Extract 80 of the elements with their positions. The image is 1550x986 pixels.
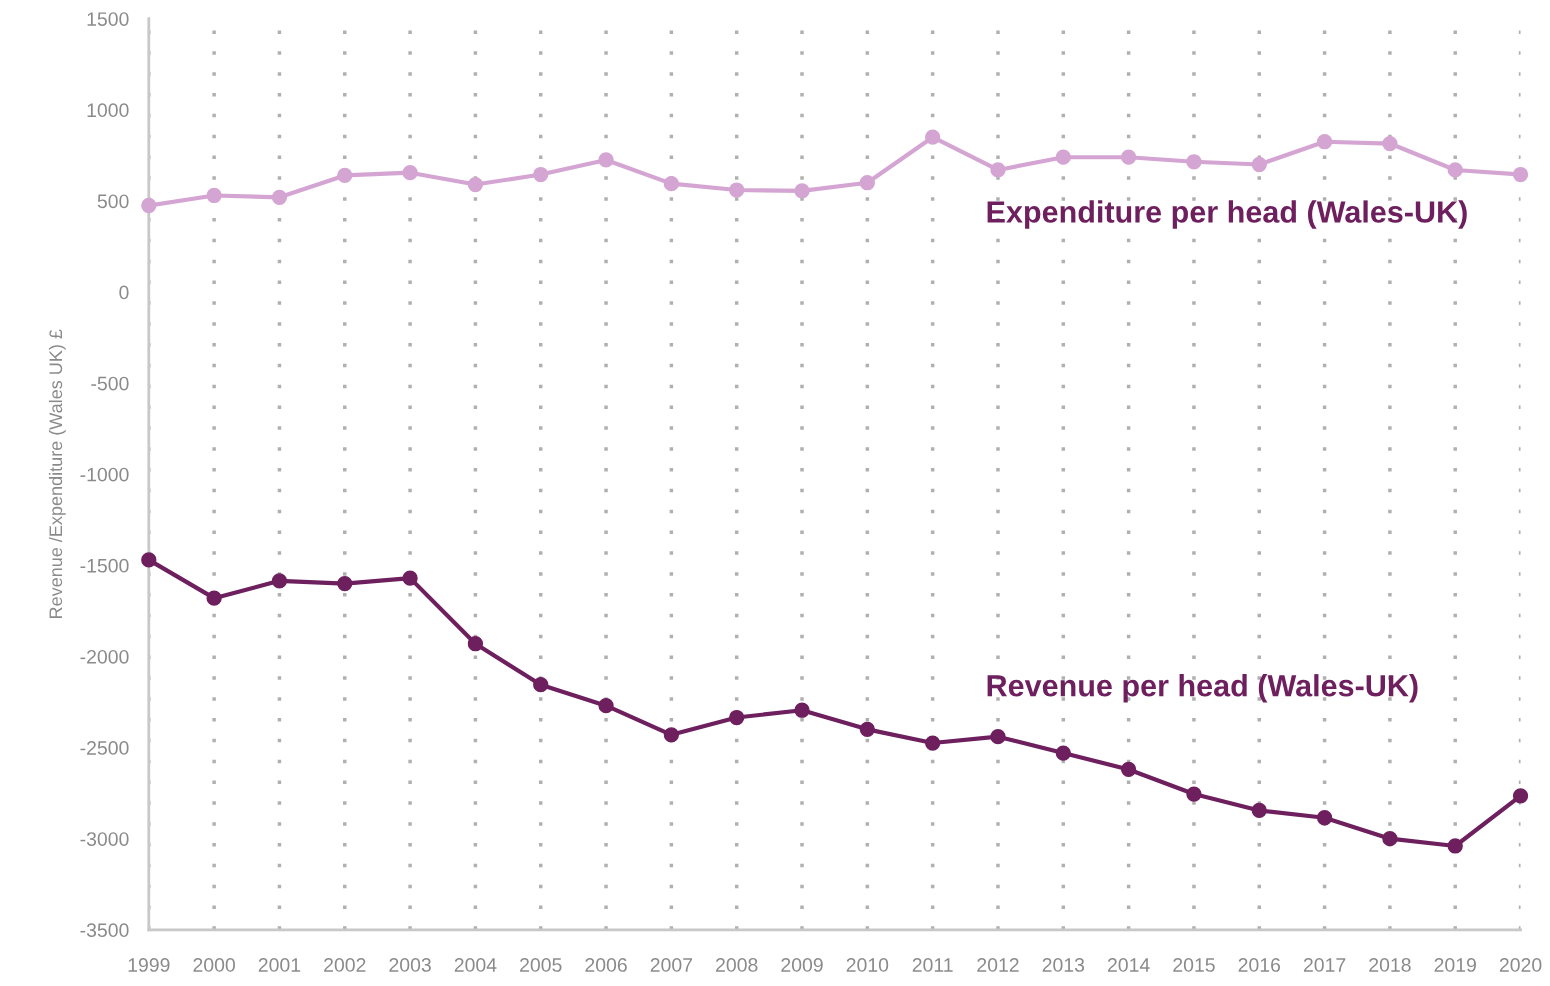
x-tick-label: 2016: [1238, 958, 1281, 972]
point: [271, 189, 288, 205]
point: [1251, 802, 1267, 819]
point: [598, 698, 614, 714]
x-tick-label: 2003: [389, 958, 431, 972]
point: [533, 677, 549, 693]
point: [467, 636, 484, 652]
point: [1382, 831, 1398, 847]
y-tick-label: -1500: [80, 558, 129, 573]
y-tick-label: 0: [119, 285, 129, 300]
point: [794, 183, 810, 199]
point: [1120, 761, 1137, 778]
point: [729, 182, 745, 198]
point: [598, 152, 614, 168]
x-tick-label: 2015: [1173, 958, 1215, 972]
point: [1447, 162, 1463, 178]
point: [1251, 156, 1267, 173]
point: [271, 573, 288, 589]
point: [141, 197, 157, 214]
x-tick-label: 1999: [128, 958, 170, 972]
point: [206, 590, 222, 606]
point: [402, 570, 418, 586]
y-tick-label: 1500: [87, 12, 129, 26]
point: [1120, 149, 1137, 165]
point: [337, 575, 353, 592]
x-tick-label: 2007: [650, 958, 693, 972]
y-tick-label: -2000: [80, 649, 129, 664]
x-tick-label: 2012: [977, 958, 1019, 972]
point: [925, 735, 941, 751]
point: [1186, 786, 1202, 802]
y-tick-label: 1000: [87, 103, 129, 118]
x-tick-label: 2011: [912, 958, 953, 972]
x-tick-label: 2008: [716, 958, 758, 972]
series-label: Expenditure per head (Wales-UK): [987, 200, 1467, 229]
y-tick-label: -3000: [80, 832, 129, 846]
x-tick-label: 2017: [1303, 958, 1346, 972]
point: [990, 162, 1006, 178]
point: [1512, 166, 1529, 183]
x-tick-label: 2014: [1107, 958, 1150, 972]
y-axis-title: Revenue /Expenditure (Wales UK) £: [48, 329, 66, 618]
x-tick-label: 2013: [1042, 958, 1085, 972]
point: [141, 552, 157, 568]
x-tick-label: 2002: [324, 958, 366, 972]
point: [337, 167, 353, 184]
point: [1055, 745, 1071, 761]
y-tick-label: -3500: [80, 923, 129, 938]
point: [1316, 810, 1333, 826]
x-tick-label: 2018: [1369, 958, 1411, 972]
x-tick-label: 2009: [781, 958, 823, 972]
point: [1316, 134, 1333, 150]
point: [990, 729, 1006, 745]
x-tick-label: 2006: [585, 958, 627, 972]
point: [859, 175, 875, 191]
x-tick-label: 2019: [1434, 958, 1476, 972]
point: [467, 176, 484, 193]
point: [925, 129, 941, 145]
x-tick-label: 2020: [1499, 958, 1542, 972]
point: [794, 702, 810, 718]
x-tick-label: 2001: [258, 958, 301, 972]
point: [1447, 838, 1463, 854]
point: [859, 721, 875, 738]
x-tick-label: 2000: [193, 958, 235, 972]
y-tick-label: -1000: [80, 467, 129, 482]
point: [1186, 154, 1202, 170]
point: [206, 187, 222, 204]
point: [729, 709, 745, 726]
x-tick-label: 2005: [520, 958, 562, 972]
y-tick-label: 500: [97, 194, 129, 209]
point: [1382, 135, 1398, 152]
point: [533, 166, 549, 183]
point: [1512, 788, 1529, 804]
point: [402, 165, 418, 181]
x-tick-label: 2010: [846, 958, 889, 972]
point: [663, 727, 680, 743]
x-tick-label: 2004: [454, 958, 497, 972]
point: [663, 175, 680, 192]
y-tick-label: -2500: [80, 741, 129, 755]
y-tick-label: -500: [91, 376, 129, 391]
point: [1055, 149, 1071, 165]
series-label: Revenue per head (Wales-UK): [987, 674, 1418, 703]
